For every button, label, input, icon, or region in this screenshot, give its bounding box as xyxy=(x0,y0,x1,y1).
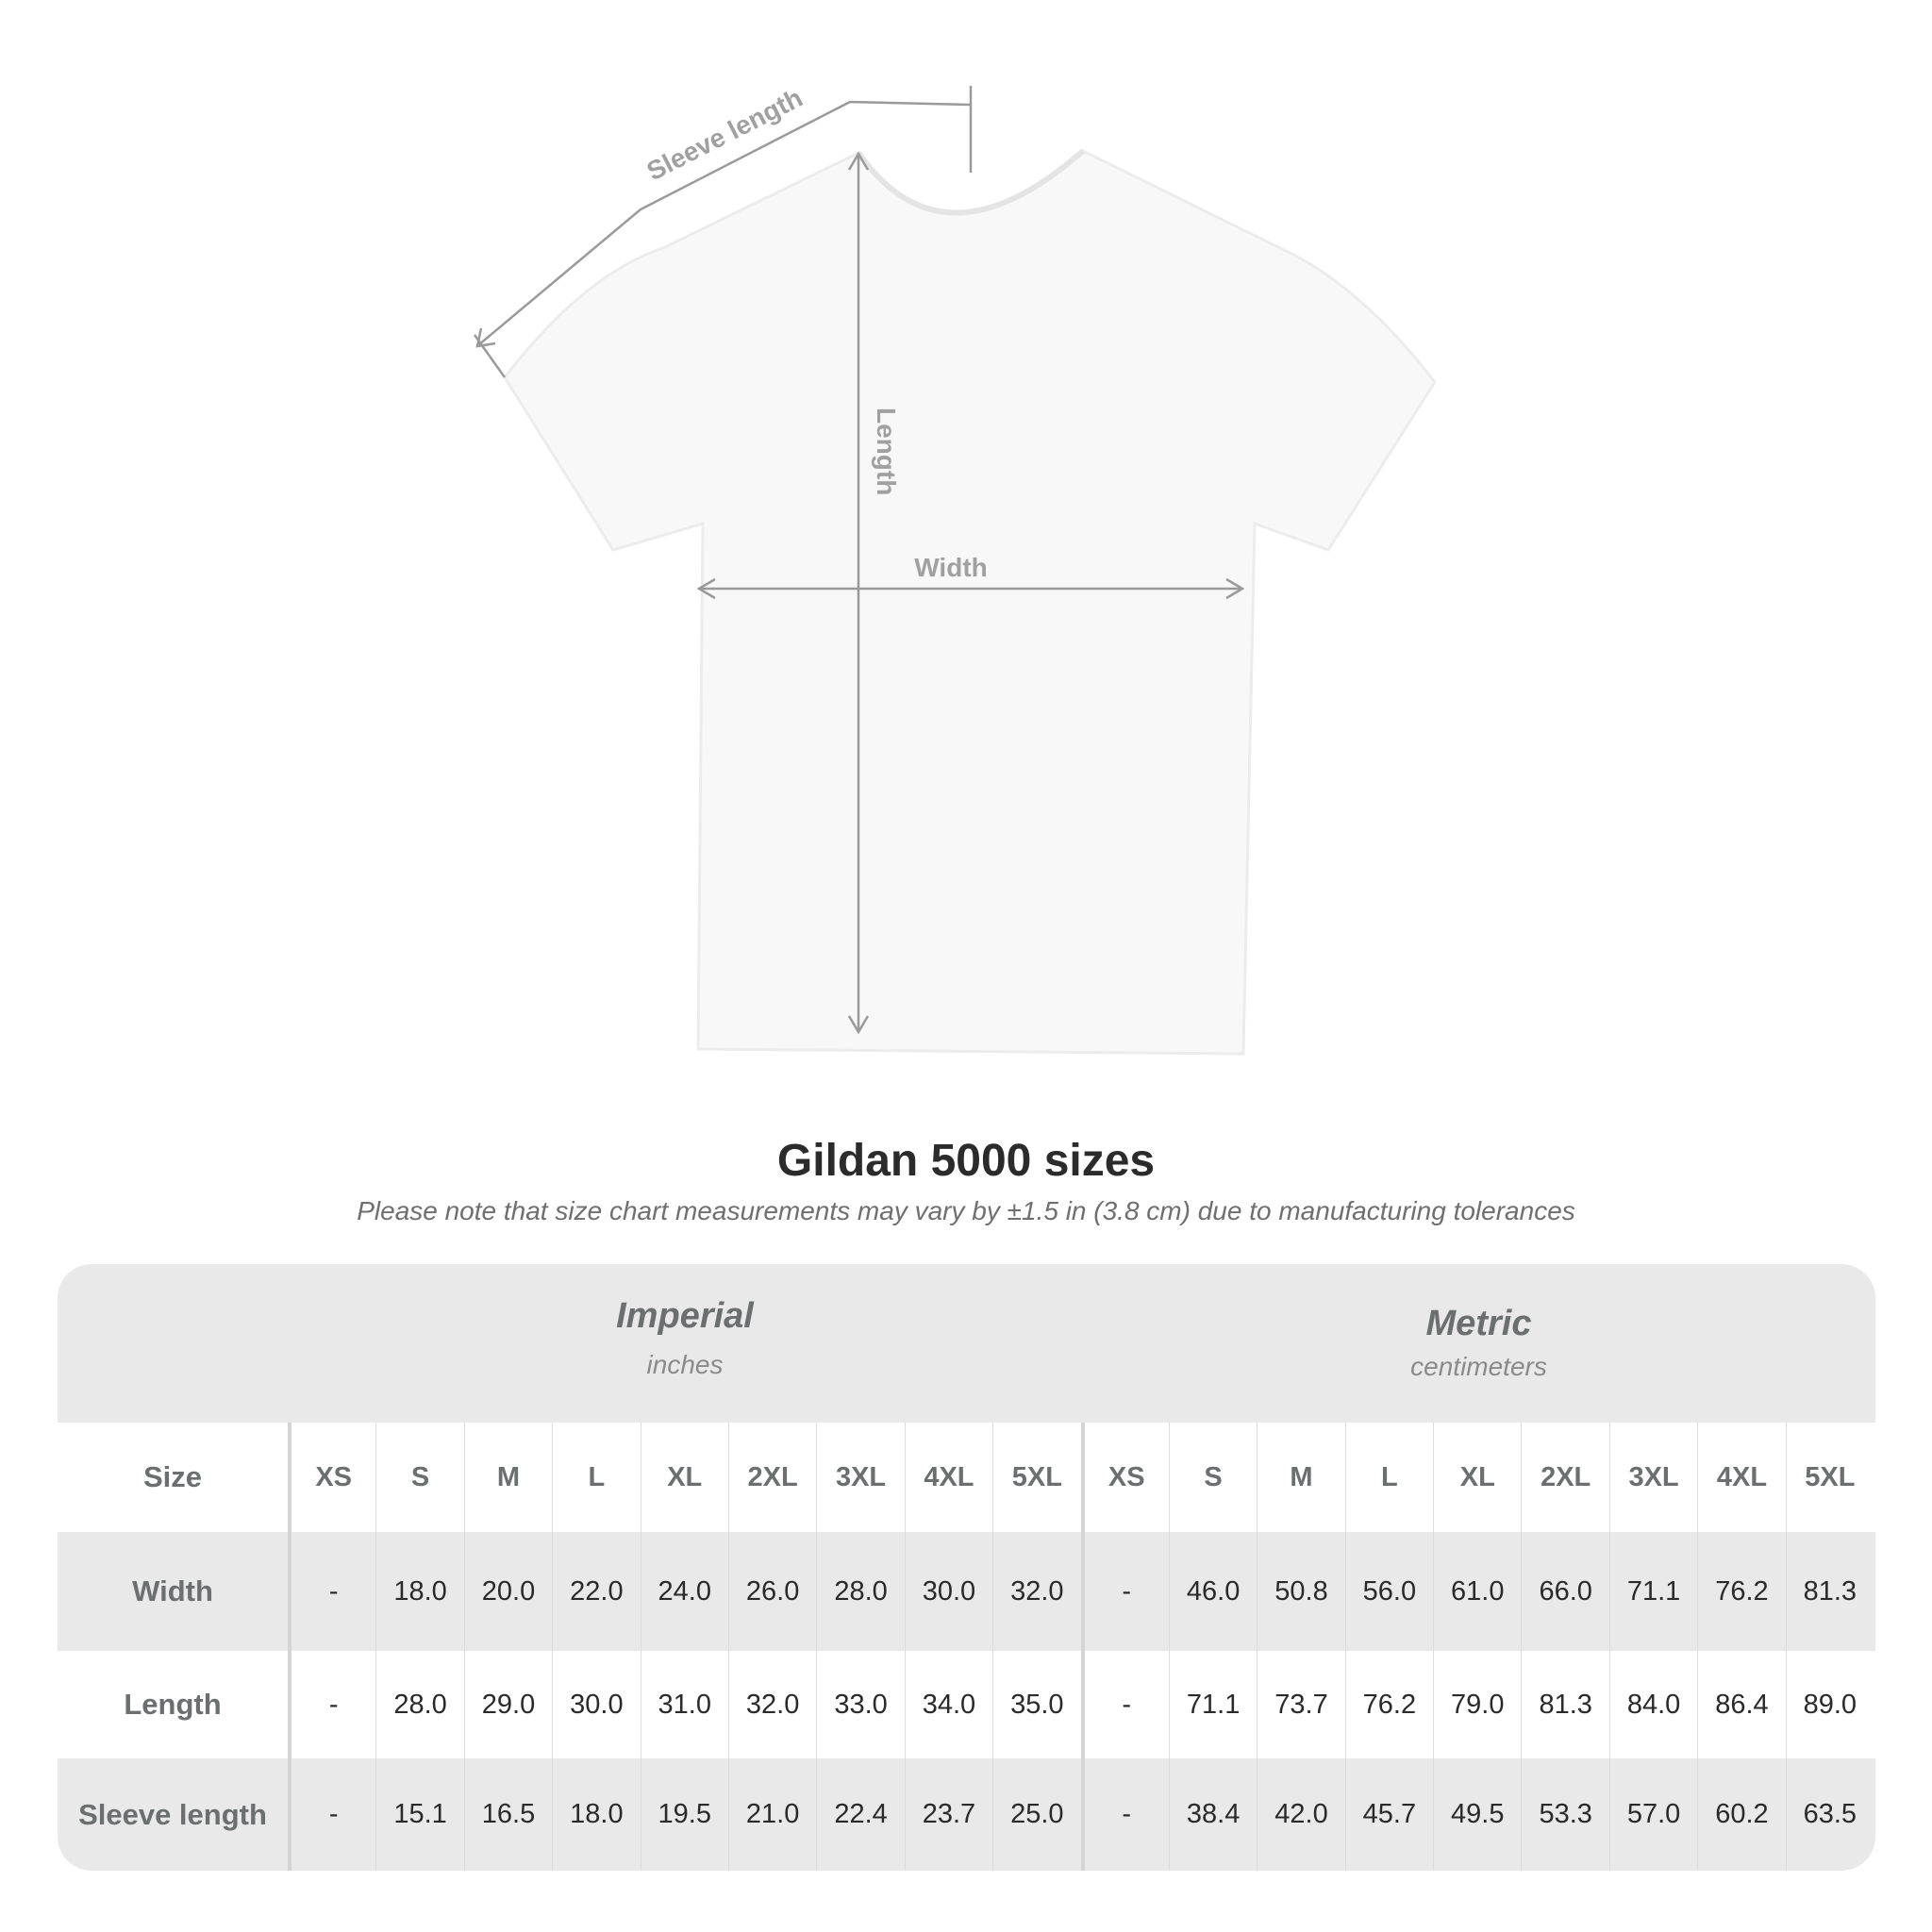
metric-value: 49.5 xyxy=(1433,1758,1521,1871)
metric-value: 42.0 xyxy=(1257,1758,1344,1871)
imperial-value: 23.7 xyxy=(904,1758,992,1871)
imperial-value: 32.0 xyxy=(727,1651,816,1758)
size-header-metric: 4XL xyxy=(1697,1423,1785,1532)
page-title: Gildan 5000 sizes xyxy=(776,1136,1156,1186)
imperial-value: 21.0 xyxy=(727,1758,816,1871)
imperial-value: 31.0 xyxy=(640,1651,728,1758)
size-header-metric: XL xyxy=(1433,1423,1521,1532)
size-header-row: Size XS S M L XL 2XL 3XL 4XL 5XL XS S M L XL 2XL 3XL 4XL 5… xyxy=(58,1423,1875,1532)
metric-value: 50.8 xyxy=(1257,1532,1344,1651)
metric-value: 81.3 xyxy=(1521,1651,1608,1758)
imperial-value: - xyxy=(288,1532,375,1651)
size-header-metric: 2XL xyxy=(1521,1423,1608,1532)
sleeve-length-arrow xyxy=(477,100,972,346)
metric-value: 86.4 xyxy=(1697,1651,1785,1758)
size-header-metric: M xyxy=(1257,1423,1344,1532)
row-label: Size xyxy=(142,1460,203,1493)
imperial-value: 19.5 xyxy=(640,1758,728,1871)
size-header-metric: XS xyxy=(1080,1423,1169,1532)
imperial-value: 35.0 xyxy=(992,1651,1080,1758)
imperial-value: 20.0 xyxy=(463,1532,552,1651)
size-header-imperial: L xyxy=(552,1423,640,1532)
metric-title: Metric xyxy=(1425,1304,1532,1343)
metric-value: 73.7 xyxy=(1257,1651,1344,1758)
imperial-value: 28.0 xyxy=(375,1651,463,1758)
tolerance-note: Please note that size chart measurements… xyxy=(357,1196,1575,1225)
row-label: Length xyxy=(124,1688,222,1721)
metric-value: 57.0 xyxy=(1608,1758,1697,1871)
size-header-metric: 3XL xyxy=(1608,1423,1697,1532)
imperial-value: 26.0 xyxy=(727,1532,816,1651)
imperial-value: - xyxy=(288,1651,375,1758)
imperial-unit: inches xyxy=(646,1350,724,1379)
size-header-metric: S xyxy=(1168,1423,1257,1532)
width-label: Width xyxy=(914,553,988,582)
size-header-imperial: M xyxy=(463,1423,552,1532)
metric-value: 61.0 xyxy=(1433,1532,1521,1651)
metric-value: 76.2 xyxy=(1697,1532,1785,1651)
imperial-header: Imperial inches xyxy=(288,1296,1082,1380)
imperial-value: 29.0 xyxy=(463,1651,552,1758)
imperial-value: 30.0 xyxy=(904,1532,992,1651)
imperial-value: 28.0 xyxy=(816,1532,904,1651)
metric-unit: centimeters xyxy=(1410,1352,1547,1381)
tshirt-shape xyxy=(503,149,1437,1056)
size-header-imperial: 2XL xyxy=(727,1423,816,1532)
size-header-metric: L xyxy=(1344,1423,1433,1532)
imperial-value: 33.0 xyxy=(816,1651,904,1758)
metric-value: 71.1 xyxy=(1608,1532,1697,1651)
sleeve-length-label: Sleeve length xyxy=(642,83,808,187)
metric-value: 81.3 xyxy=(1785,1532,1874,1651)
size-header-imperial: 4XL xyxy=(904,1423,992,1532)
size-header-imperial: 5XL xyxy=(992,1423,1080,1532)
imperial-value: 30.0 xyxy=(552,1651,640,1758)
metric-value: 71.1 xyxy=(1168,1651,1257,1758)
size-header-imperial: XS xyxy=(288,1423,375,1532)
imperial-value: 32.0 xyxy=(992,1532,1080,1651)
imperial-value: 22.0 xyxy=(552,1532,640,1651)
imperial-value: 18.0 xyxy=(375,1532,463,1651)
metric-value: 79.0 xyxy=(1433,1651,1521,1758)
metric-value: 53.3 xyxy=(1521,1758,1608,1871)
imperial-value: 22.4 xyxy=(816,1758,904,1871)
metric-value: 46.0 xyxy=(1168,1532,1257,1651)
table-row: Sleeve length -15.1 16.5 18.0 19.5 21.0 22.4 23… xyxy=(58,1758,1875,1871)
metric-value: 63.5 xyxy=(1785,1758,1874,1871)
metric-value: - xyxy=(1080,1651,1169,1758)
size-header-imperial: S xyxy=(375,1423,463,1532)
imperial-title: Imperial xyxy=(616,1296,754,1336)
metric-value: 60.2 xyxy=(1697,1758,1785,1871)
imperial-value: 34.0 xyxy=(904,1651,992,1758)
metric-value: 84.0 xyxy=(1608,1651,1697,1758)
length-label: Length xyxy=(872,408,901,495)
metric-value: - xyxy=(1080,1532,1169,1651)
size-table: Imperial inches Metric centimeters Size X… xyxy=(58,1264,1875,1871)
table-row: Width -18.0 20.0 22.0 24.0 26.0 28.0 30.0 32.0-4… xyxy=(58,1532,1875,1651)
table-row: Length -28.0 29.0 30.0 31.0 32.0 33.0 34.0 35.0-… xyxy=(58,1651,1875,1758)
metric-value: 56.0 xyxy=(1344,1532,1433,1651)
metric-value: - xyxy=(1080,1758,1169,1871)
metric-value: 76.2 xyxy=(1344,1651,1433,1758)
imperial-value: 25.0 xyxy=(992,1758,1080,1871)
imperial-value: 15.1 xyxy=(375,1758,463,1871)
imperial-value: 18.0 xyxy=(552,1758,640,1871)
imperial-value: 24.0 xyxy=(640,1532,728,1651)
imperial-value: - xyxy=(288,1758,375,1871)
imperial-value: 16.5 xyxy=(463,1758,552,1871)
metric-value: 45.7 xyxy=(1344,1758,1433,1871)
metric-value: 66.0 xyxy=(1521,1532,1608,1651)
metric-header: Metric centimeters xyxy=(1082,1304,1875,1382)
size-header-imperial: XL xyxy=(640,1423,728,1532)
metric-value: 38.4 xyxy=(1168,1758,1257,1871)
size-header-imperial: 3XL xyxy=(816,1423,904,1532)
row-label: Width xyxy=(132,1574,213,1607)
row-label: Sleeve length xyxy=(78,1797,267,1831)
size-header-metric: 5XL xyxy=(1785,1423,1874,1532)
tshirt-diagram: Sleeve length Length Width xyxy=(473,83,1437,1056)
metric-value: 89.0 xyxy=(1785,1651,1874,1758)
